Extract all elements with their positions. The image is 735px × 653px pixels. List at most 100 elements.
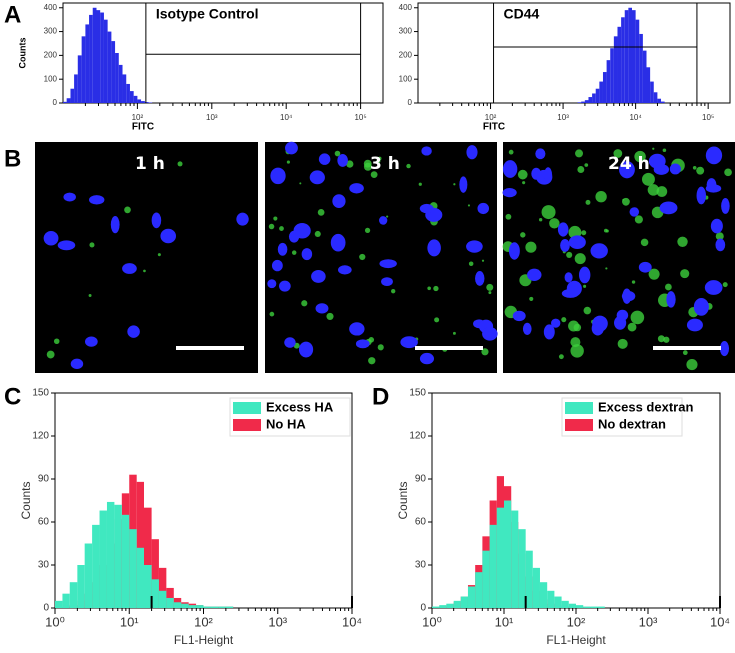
histogram-bar — [129, 91, 134, 103]
histogram-bar — [137, 99, 142, 103]
x-tick-label: 10³ — [206, 113, 218, 122]
histogram-bar — [151, 579, 159, 608]
nucleus — [298, 341, 314, 358]
green-signal — [584, 163, 589, 167]
nucleus — [459, 176, 468, 193]
green-signal — [452, 331, 456, 335]
nucleus — [271, 259, 283, 272]
histogram-bar — [181, 603, 189, 608]
micrograph — [265, 142, 497, 373]
histogram-bar — [568, 603, 576, 608]
green-signal — [581, 230, 587, 236]
y-tick-label: 200 — [44, 50, 58, 59]
nucleus — [719, 340, 730, 357]
histogram-bar — [577, 102, 582, 103]
green-signal — [686, 359, 698, 371]
histogram-bar — [518, 529, 526, 608]
histogram-bar — [606, 60, 611, 103]
green-signal — [665, 283, 672, 291]
nucleus — [400, 336, 418, 349]
green-signal — [376, 159, 381, 164]
green-signal — [326, 312, 334, 321]
green-signal — [575, 149, 584, 158]
y-tick-label: 30 — [38, 560, 50, 571]
histogram-bar — [55, 600, 63, 608]
nucleus — [160, 228, 177, 244]
green-signal — [505, 213, 512, 220]
histogram-bar — [107, 31, 112, 104]
histogram-bar — [118, 64, 123, 103]
green-signal — [286, 160, 290, 164]
y-tick-label: 100 — [44, 74, 58, 83]
y-tick-label: 300 — [399, 27, 413, 36]
chart: 0 30 60 90 120 150 10⁰ 10¹ 10² 10³ 10⁴ FL1-Height Co… — [19, 388, 362, 648]
histogram-bar — [63, 101, 67, 103]
x-tick-label: 10⁰ — [422, 614, 442, 629]
green-signal — [577, 166, 585, 174]
nucleus — [57, 240, 76, 251]
y-tick-label: 0 — [43, 603, 49, 614]
histogram-bar — [576, 605, 584, 608]
histogram-bar — [657, 98, 662, 103]
histogram-bar — [583, 606, 591, 608]
legend-label: No HA — [266, 416, 306, 431]
y-tick-label: 400 — [399, 3, 413, 12]
histogram-bar — [439, 605, 447, 608]
histogram-bar — [99, 510, 107, 608]
chart-title: Isotype Control — [156, 6, 259, 22]
image-label: 1 h — [135, 154, 165, 174]
green-signal — [652, 147, 655, 150]
histogram-bar — [432, 606, 440, 608]
green-signal — [89, 242, 95, 248]
nucleus — [337, 265, 352, 275]
x-tick-label: 10³ — [268, 614, 287, 629]
histogram-bar — [70, 88, 75, 103]
nucleus — [419, 352, 435, 365]
green-signal — [585, 199, 591, 205]
nucleus — [278, 280, 291, 292]
nucleus — [619, 161, 635, 179]
green-signal — [603, 228, 608, 233]
histogram-bar — [547, 590, 555, 608]
histogram-bar — [532, 567, 540, 608]
histogram-bar — [639, 33, 643, 104]
green-signal — [520, 232, 526, 238]
green-signal — [481, 348, 489, 356]
green-signal — [677, 236, 688, 247]
histogram-bar — [504, 500, 512, 608]
nucleus — [419, 203, 434, 214]
histogram-bar — [613, 36, 618, 104]
nucleus — [704, 280, 723, 295]
nucleus — [522, 322, 532, 335]
x-tick-label: 10⁴ — [280, 113, 293, 122]
green-signal — [568, 320, 580, 332]
green-signal — [363, 159, 372, 168]
histogram-bar — [210, 606, 219, 608]
nucleus — [578, 266, 591, 284]
green-signal — [406, 163, 411, 169]
histogram-bar — [81, 36, 86, 104]
x-tick-label: 10³ — [557, 113, 569, 122]
green-signal — [640, 238, 649, 247]
nucleus — [466, 145, 478, 160]
nucleus — [531, 167, 542, 180]
nucleus — [568, 235, 586, 249]
green-signal — [634, 215, 643, 224]
histogram-bar — [62, 593, 70, 608]
legend-label: Excess dextran — [598, 399, 693, 414]
histogram-bar — [650, 81, 654, 103]
nucleus — [591, 321, 604, 336]
green-signal — [538, 218, 543, 222]
y-tick-label: 90 — [38, 474, 50, 485]
green-signal — [574, 253, 586, 265]
nucleus — [508, 242, 520, 260]
legend-swatch — [233, 402, 261, 414]
histogram-bar — [653, 92, 658, 103]
nucleus — [427, 239, 441, 257]
nucleus — [535, 148, 546, 160]
histogram-bar — [133, 95, 138, 103]
legend-swatch — [233, 419, 261, 431]
green-signal — [269, 311, 275, 317]
histogram-bar — [103, 19, 108, 104]
plot-frame — [62, 2, 384, 104]
